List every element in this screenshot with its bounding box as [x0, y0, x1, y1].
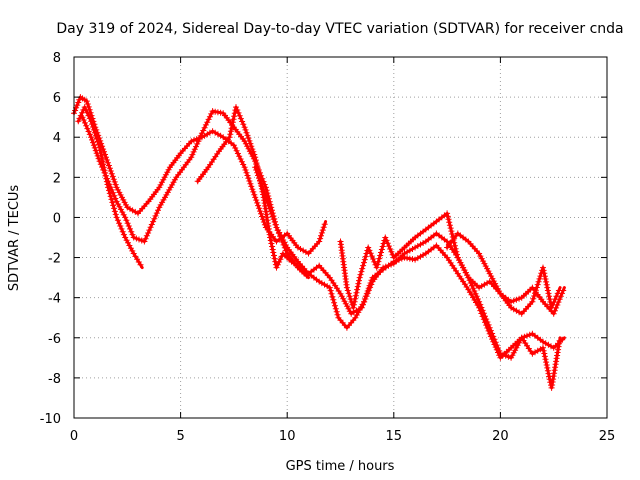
grid-lines	[74, 57, 607, 418]
y-tick-label: 6	[53, 91, 61, 106]
y-tick-label: -4	[48, 292, 61, 307]
x-tick-label: 0	[70, 429, 78, 444]
x-tick-label: 25	[599, 429, 616, 444]
x-axis-label: GPS time / hours	[286, 459, 395, 474]
x-tick-label: 20	[492, 429, 509, 444]
x-tick-label: 10	[279, 429, 296, 444]
x-tick-label: 15	[386, 429, 403, 444]
y-tick-label: -8	[48, 372, 61, 387]
series-markers-track-4	[194, 104, 563, 391]
y-tick-label: -6	[48, 332, 61, 347]
series-markers-track-1	[71, 94, 328, 257]
y-tick-label: -10	[40, 412, 61, 427]
plot-frame	[73, 56, 608, 419]
x-tick-label: 5	[176, 429, 184, 444]
y-axis-label: SDTVAR / TECUs	[7, 185, 22, 292]
data-series	[71, 94, 567, 391]
axis-ticks: 0 5 10 15 20 25 -10 -8 -6 -4 -2 0 2 4 6 8	[40, 51, 616, 444]
series-line-track-5	[253, 165, 566, 360]
y-tick-label: 2	[53, 171, 61, 186]
y-tick-label: -2	[48, 252, 61, 267]
series-markers-track-7	[444, 230, 562, 317]
y-tick-label: 4	[53, 131, 61, 146]
y-tick-label: 8	[53, 51, 61, 66]
chart-title: Day 319 of 2024, Sidereal Day-to-day VTE…	[56, 21, 623, 37]
y-tick-label: 0	[53, 211, 61, 226]
